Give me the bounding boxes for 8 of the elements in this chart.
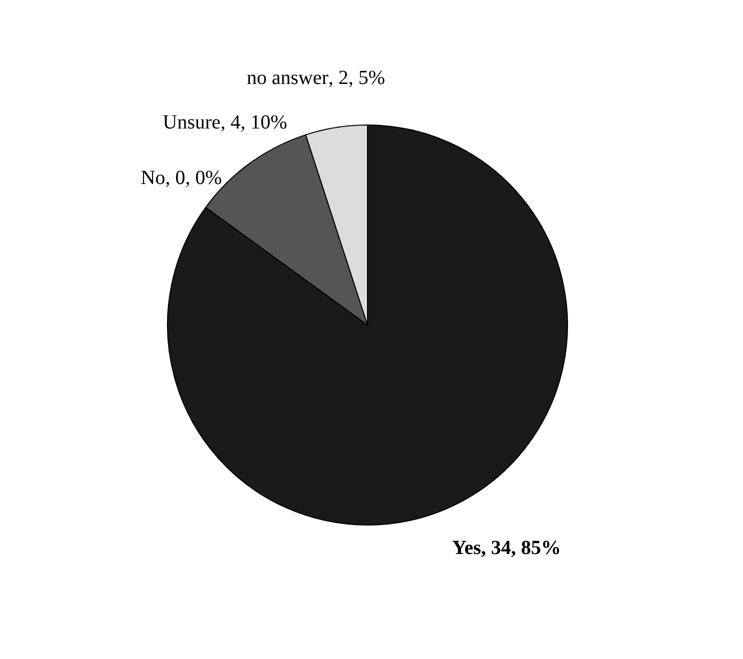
category-label: No [140, 167, 166, 190]
slice-label: Unsure [162, 112, 221, 134]
slice-label: no answer [246, 67, 329, 90]
data-label: , 34, 85% [481, 536, 561, 559]
text: , 0, 0% [165, 167, 222, 190]
data-label: , 4, 10% [220, 112, 288, 134]
data-label: , 2, 5% [328, 67, 386, 90]
slice-label: Yes [452, 536, 482, 559]
